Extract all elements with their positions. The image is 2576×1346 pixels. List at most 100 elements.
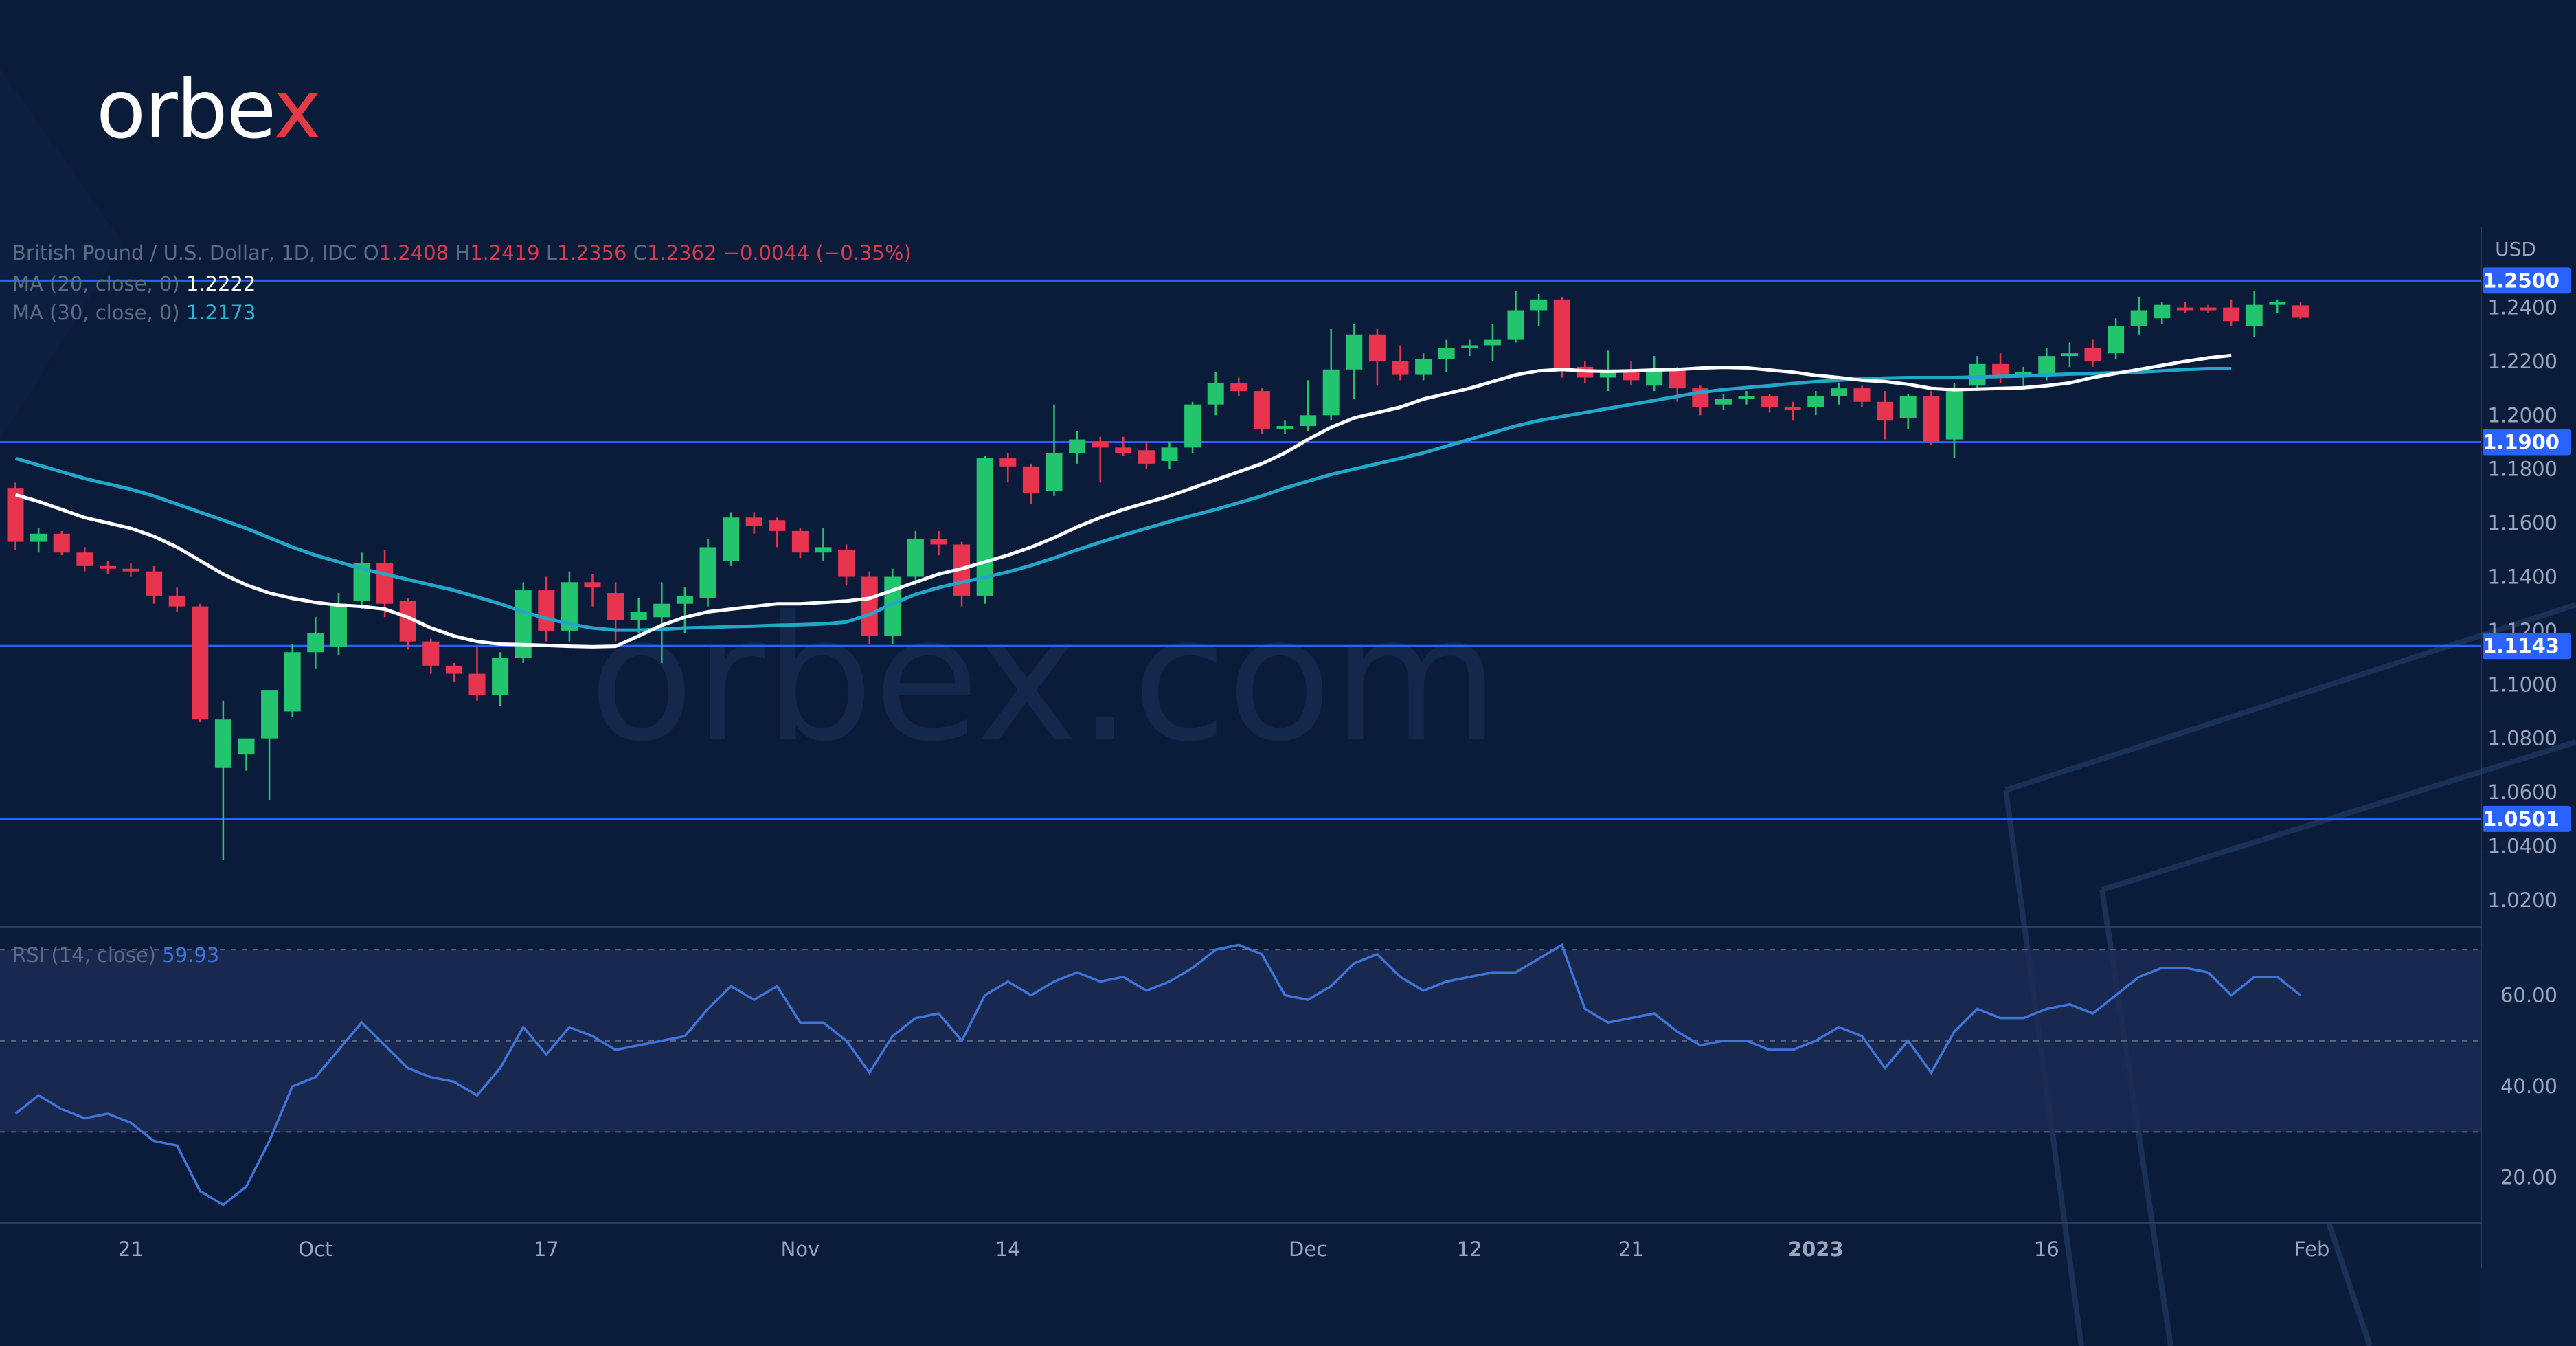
x-tick-label: 21: [1618, 1237, 1644, 1261]
candle-body: [1368, 334, 1386, 361]
candle-body: [815, 547, 832, 553]
candle-body: [2246, 304, 2263, 327]
rsi-tick-label: 20.00: [2500, 1166, 2557, 1189]
candle-body: [1230, 383, 1247, 392]
x-tick-label: Dec: [1289, 1237, 1327, 1261]
price-legend: British Pound / U.S. Dollar, 1D, IDC O1.…: [12, 241, 912, 265]
candle-body: [468, 673, 486, 695]
orbex-logo: orbex: [96, 62, 321, 157]
candle-body: [1969, 363, 1986, 386]
watermark: orbex.com: [589, 579, 1499, 779]
candle-body: [214, 719, 231, 768]
candle-body: [1784, 407, 1801, 410]
price-tick-label: 1.0600: [2488, 781, 2557, 804]
level-label: 1.0501: [2483, 807, 2560, 831]
candle-body: [791, 530, 809, 553]
candle-body: [769, 520, 786, 531]
price-tick-label: 1.0200: [2488, 888, 2557, 912]
candle-body: [1346, 334, 1363, 370]
x-tick-label: 2023: [1788, 1237, 1844, 1261]
price-tick-label: 1.2200: [2488, 350, 2557, 373]
candle-body: [1069, 439, 1086, 453]
open-value: 1.2408: [379, 241, 449, 265]
candle-body: [538, 590, 555, 631]
candle-body: [907, 539, 924, 577]
instrument-name: British Pound / U.S. Dollar, 1D, IDC: [12, 241, 357, 265]
rsi-legend: RSI (14, close) 59.93: [12, 943, 220, 967]
candle-body: [745, 517, 762, 526]
candle-body: [2038, 356, 2055, 375]
candle-body: [1669, 369, 1686, 389]
price-tick-label: 1.1800: [2488, 458, 2557, 481]
candle-body: [261, 690, 278, 739]
candle-body: [515, 590, 532, 658]
price-tick-label: 1.1000: [2488, 673, 2557, 696]
rsi-pane: [0, 943, 2481, 1207]
change-value: −0.0044 (−0.35%): [723, 241, 912, 265]
candle-body: [2292, 305, 2309, 318]
price-tick-label: 1.0400: [2488, 834, 2557, 857]
candle-body: [238, 738, 255, 755]
price-tick-label: 1.2400: [2488, 296, 2557, 319]
candle-body: [122, 568, 139, 572]
candle-body: [1046, 453, 1063, 491]
candle-body: [1092, 442, 1109, 448]
candle-body: [307, 633, 324, 653]
candle-body: [630, 612, 647, 620]
candle-body: [284, 652, 301, 712]
rsi-line: [14, 943, 2301, 1207]
candle-body: [699, 547, 716, 598]
ma20-value: 1.2222: [185, 272, 256, 295]
candle-body: [422, 641, 440, 666]
candle-body: [1715, 399, 1732, 405]
level-price-tag: [2483, 633, 2571, 660]
rsi-band: [0, 950, 2481, 1132]
candle-body: [861, 576, 878, 636]
candle-body: [376, 563, 394, 604]
candle-body: [1276, 426, 1293, 429]
candle-body: [1461, 345, 1478, 348]
x-tick-label: Nov: [781, 1237, 820, 1261]
price-tick-label: 1.1400: [2488, 565, 2557, 589]
level-price-tag: [2483, 805, 2571, 832]
candle-body: [1392, 361, 1409, 375]
candle-body: [1507, 310, 1524, 340]
candle-body: [1553, 299, 1570, 370]
candle-body: [1138, 450, 1155, 464]
x-tick-label: 21: [118, 1237, 144, 1261]
candle-body: [1761, 396, 1778, 407]
high-value: 1.2419: [470, 241, 540, 265]
candle-body: [2061, 353, 2078, 357]
low-value: 1.2356: [556, 241, 627, 265]
candle-body: [584, 582, 601, 588]
candle-body: [1438, 348, 1455, 359]
candle-body: [2154, 304, 2171, 319]
candle-body: [1646, 369, 1663, 386]
candle-body: [1923, 396, 1940, 442]
candle-body: [999, 458, 1017, 467]
candle-body: [1184, 404, 1201, 448]
price-tick-label: 1.1600: [2488, 511, 2557, 535]
candle-body: [2130, 310, 2147, 327]
x-tick-label: Feb: [2294, 1237, 2329, 1261]
level-label: 1.2500: [2483, 269, 2560, 292]
candle-body: [2084, 348, 2101, 361]
candle-body: [1207, 383, 1224, 405]
candle-body: [76, 552, 93, 566]
candle-body: [445, 665, 462, 674]
candle-body: [676, 595, 693, 604]
level-label: 1.1143: [2483, 634, 2560, 658]
candle-body: [1807, 396, 1824, 407]
price-pane: [0, 279, 2481, 860]
candle-body: [192, 606, 209, 720]
candle-body: [492, 658, 509, 695]
candle-body: [53, 533, 70, 553]
candle-body: [1945, 391, 1963, 440]
candle-body: [1853, 388, 1871, 402]
candle-body: [1877, 401, 1894, 421]
x-tick-label: 17: [534, 1237, 559, 1261]
price-tick-label: 1.2000: [2488, 403, 2557, 427]
ma20-line: [14, 353, 2232, 649]
candle-body: [2223, 307, 2240, 322]
